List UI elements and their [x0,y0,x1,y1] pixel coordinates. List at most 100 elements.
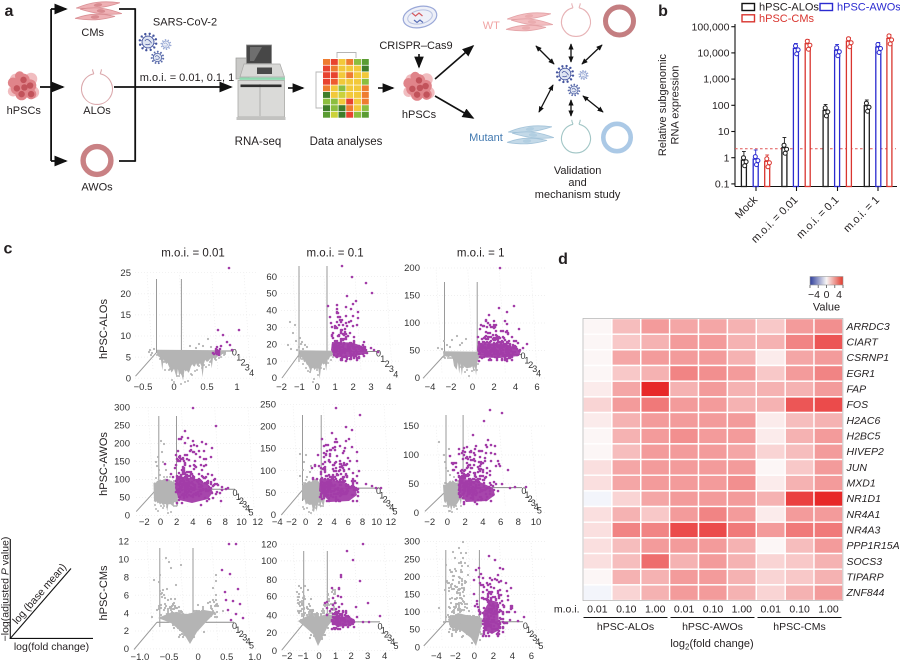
svg-text:−2: −2 [282,651,293,662]
svg-text:1: 1 [379,490,384,500]
svg-text:150: 150 [404,291,420,302]
svg-text:2: 2 [491,382,496,393]
svg-text:150: 150 [260,444,276,455]
svg-text:Validation: Validation [554,165,602,177]
svg-text:100: 100 [404,318,420,329]
svg-text:6: 6 [529,651,534,662]
svg-text:2: 2 [239,629,244,639]
svg-text:4: 4 [390,637,395,647]
svg-text:Data analyses: Data analyses [310,136,383,148]
svg-text:1: 1 [333,651,338,662]
svg-text:a: a [5,3,14,20]
svg-text:40: 40 [266,610,277,621]
svg-text:20: 20 [266,339,277,350]
svg-text:1: 1 [524,356,529,366]
svg-text:4: 4 [249,368,254,378]
svg-text:0: 0 [171,382,176,393]
svg-text:2: 2 [528,494,533,504]
svg-text:4: 4 [246,637,251,647]
svg-text:0: 0 [470,382,475,393]
svg-text:Mutant: Mutant [469,132,503,144]
svg-text:6: 6 [206,517,211,528]
svg-text:−2: −2 [424,517,435,528]
svg-text:300: 300 [404,537,420,548]
svg-text:b: b [658,3,668,20]
svg-text:−log(adjusted P value): −log(adjusted P value) [0,537,12,642]
svg-text:0: 0 [315,382,320,393]
svg-text:50: 50 [266,289,277,300]
svg-text:HIVEP2: HIVEP2 [847,446,885,458]
svg-text:0: 0 [303,517,308,528]
svg-text:5: 5 [249,641,254,651]
svg-text:hPSC-CMs: hPSC-CMs [98,565,110,621]
svg-text:0: 0 [445,517,450,528]
svg-text:5: 5 [393,641,398,651]
svg-text:8: 8 [124,573,129,584]
svg-text:1: 1 [381,625,386,635]
svg-text:RNA-seq: RNA-seq [235,136,282,148]
svg-text:0: 0 [124,644,129,655]
svg-text:−1: −1 [298,651,309,662]
svg-text:AWOs: AWOs [81,182,113,194]
svg-text:0: 0 [158,517,163,528]
svg-text:−0.5: −0.5 [160,652,179,663]
svg-text:SARS-CoV-2: SARS-CoV-2 [153,17,217,29]
svg-text:3: 3 [242,500,247,510]
svg-text:−0.5: −0.5 [134,382,153,393]
svg-text:−1.0: −1.0 [131,652,150,663]
svg-text:EGR1: EGR1 [847,368,876,380]
svg-text:3: 3 [532,633,537,643]
svg-text:200: 200 [404,572,420,583]
svg-text:CSRNP1: CSRNP1 [847,352,890,364]
svg-text:1: 1 [235,625,240,635]
svg-text:0: 0 [316,651,321,662]
svg-text:2: 2 [239,496,244,506]
svg-text:1: 1 [236,492,241,502]
svg-text:1: 1 [380,354,385,364]
svg-text:3: 3 [365,651,370,662]
svg-text:m.o.i. = 0.01, 0.1, 1: m.o.i. = 0.01, 0.1, 1 [140,72,234,84]
svg-text:50: 50 [408,479,419,490]
svg-text:50: 50 [265,488,276,499]
svg-text:−1: −1 [294,382,305,393]
svg-text:3: 3 [245,363,250,373]
svg-text:hPSC-ALOs: hPSC-ALOs [98,299,110,359]
svg-text:PPP1R15A: PPP1R15A [847,540,900,552]
svg-text:80: 80 [266,575,277,586]
svg-text:12: 12 [118,537,129,548]
svg-text:hPSCs: hPSCs [7,105,42,117]
svg-text:3: 3 [531,498,536,508]
svg-text:3: 3 [387,633,392,643]
svg-text:0: 0 [376,486,381,496]
svg-text:0: 0 [520,351,525,361]
svg-text:ALOs: ALOs [83,105,111,117]
svg-text:4: 4 [535,637,540,647]
svg-text:NR1D1: NR1D1 [847,493,881,505]
svg-text:8: 8 [223,517,228,528]
svg-text:60: 60 [266,272,277,283]
svg-text:30: 30 [266,323,277,334]
svg-text:0.10: 0.10 [616,604,637,616]
svg-text:1.0: 1.0 [248,652,261,663]
svg-text:log2(fold change): log2(fold change) [670,638,753,652]
svg-text:250: 250 [114,421,130,432]
svg-text:MXD1: MXD1 [847,478,876,490]
svg-text:1: 1 [724,152,730,164]
svg-text:2: 2 [350,382,355,393]
svg-text:150: 150 [403,421,419,432]
svg-text:15: 15 [120,310,131,321]
svg-text:4: 4 [534,502,539,512]
svg-text:6: 6 [498,517,503,528]
svg-text:and: and [568,177,586,189]
svg-text:5: 5 [392,507,397,517]
svg-text:TIPARP: TIPARP [847,572,884,584]
svg-text:10: 10 [120,331,131,342]
svg-text:0: 0 [195,652,200,663]
svg-text:100: 100 [261,556,277,567]
svg-text:0: 0 [377,622,382,632]
svg-text:m.o.i. = 1: m.o.i. = 1 [457,248,505,260]
svg-text:hPSC-AWOs: hPSC-AWOs [98,432,110,496]
svg-text:120: 120 [261,539,277,550]
svg-text:1.00: 1.00 [645,604,666,616]
svg-text:0: 0 [232,347,237,357]
